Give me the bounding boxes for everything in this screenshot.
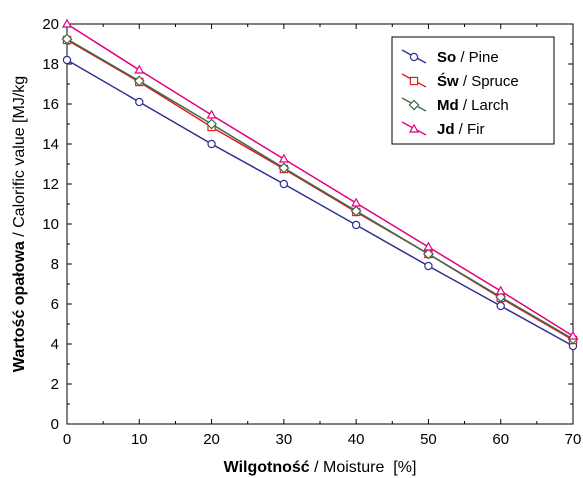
legend-marker — [409, 76, 419, 86]
legend-marker — [409, 52, 419, 62]
data-point — [423, 241, 434, 251]
y-tick-label: 20 — [42, 16, 59, 33]
legend-label: So / Pine — [437, 49, 499, 66]
legend-label-rest: / Pine — [456, 49, 499, 66]
x-tick-label: 10 — [131, 431, 148, 448]
legend-marker — [408, 99, 420, 111]
data-point — [133, 75, 145, 87]
legend-marker — [408, 123, 420, 133]
data-point — [350, 205, 362, 217]
series-layer — [61, 18, 579, 351]
legend-label: Św / Spruce — [437, 72, 519, 90]
y-tick-label: 10 — [42, 216, 59, 233]
data-point — [278, 153, 289, 163]
x-tick-label: 20 — [203, 431, 220, 448]
series-jd — [61, 18, 579, 340]
y-tick-label: 2 — [51, 376, 59, 393]
data-point — [279, 179, 289, 189]
series-md — [61, 33, 579, 345]
x-axis-title: Wilgotność / Moisture [%] — [224, 459, 417, 476]
x-tick-label: 70 — [565, 431, 582, 448]
legend-box — [391, 36, 555, 145]
y-tick-label: 16 — [42, 96, 59, 113]
legend-label-bold: So — [437, 49, 456, 66]
y-tick-label: 12 — [42, 176, 59, 193]
y-axis-ticks: 0 2 4 6 8 10 12 14 16 18 20 — [42, 16, 573, 433]
x-tick-label: 30 — [276, 431, 293, 448]
legend-label-rest: / Spruce — [459, 73, 519, 90]
x-tick-label: 60 — [492, 431, 509, 448]
data-point — [495, 285, 506, 295]
legend-label: Jd / Fir — [437, 121, 485, 138]
data-point — [206, 118, 218, 130]
data-point — [61, 33, 73, 45]
y-tick-label: 4 — [51, 336, 59, 353]
x-axis-ticks: 0 10 20 30 40 50 60 70 — [63, 24, 582, 448]
y-tick-label: 6 — [51, 296, 59, 313]
data-point — [206, 109, 217, 119]
legend-item-św: Św / Spruce — [401, 72, 519, 90]
y-tick-label: 18 — [42, 56, 59, 73]
y-tick-label: 0 — [51, 416, 59, 433]
y-axis-title: Wartość opałowa / Calorific value [MJ/kg — [11, 76, 28, 372]
series-line — [66, 38, 574, 340]
data-point — [422, 248, 434, 260]
series-line — [66, 23, 574, 337]
data-point — [278, 162, 290, 174]
legend-label-bold: Md — [437, 97, 459, 114]
legend-label-bold: Św — [437, 72, 459, 90]
legend-item-jd: Jd / Fir — [401, 121, 485, 138]
legend-label-rest: / Fir — [455, 121, 485, 138]
data-point — [567, 330, 579, 340]
legend-label-rest: / Larch — [459, 97, 509, 114]
legend-label: Md / Larch — [437, 97, 509, 114]
x-tick-label: 40 — [348, 431, 365, 448]
x-tick-label: 50 — [420, 431, 437, 448]
legend-item-so: So / Pine — [401, 49, 499, 66]
data-point — [351, 220, 361, 230]
y-tick-label: 8 — [51, 256, 59, 273]
data-point — [135, 97, 144, 107]
legend-label-bold: Jd — [437, 121, 455, 138]
data-point — [207, 139, 216, 149]
y-tick-label: 14 — [42, 136, 59, 153]
data-point — [495, 291, 507, 303]
legend-item-md: Md / Larch — [401, 97, 509, 114]
data-point — [134, 64, 145, 74]
data-point — [424, 261, 433, 271]
data-point — [61, 18, 73, 28]
x-tick-label: 0 — [63, 431, 71, 448]
data-point — [62, 55, 72, 65]
series-line — [66, 59, 574, 347]
data-point — [351, 197, 362, 207]
data-point — [496, 301, 505, 311]
